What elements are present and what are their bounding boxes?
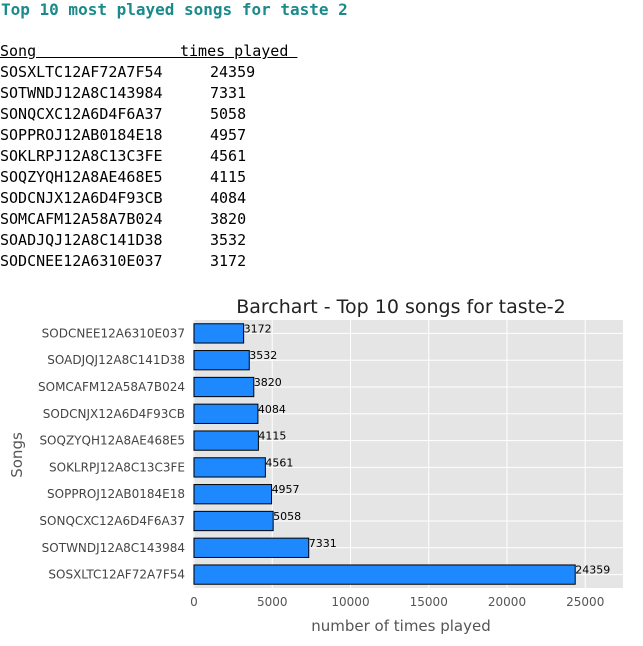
y-tick-label: SOSXLTC12AF72A7F54 <box>48 568 185 582</box>
song-id-cell: SOSXLTC12AF72A7F54 <box>0 63 163 81</box>
table-row: SOSXLTC12AF72A7F54 24359 <box>0 62 320 83</box>
data-label: 4115 <box>258 430 286 443</box>
table-row: SODCNJX12A6D4F93CB 4084 <box>0 188 320 209</box>
song-id-cell: SOKLRPJ12A8C13C3FE <box>0 147 163 165</box>
table-row: SODCNEE12A6310E037 3172 <box>0 251 320 272</box>
times-played-cell: 5058 <box>210 105 247 123</box>
times-played-cell: 4115 <box>210 168 247 186</box>
x-tick-label: 20000 <box>488 595 526 609</box>
data-label: 4084 <box>258 403 286 416</box>
bar <box>193 457 266 478</box>
song-id-cell: SODCNEE12A6310E037 <box>0 252 163 270</box>
table-header: Song times played <box>0 41 320 62</box>
table-row: SOTWNDJ12A8C143984 7331 <box>0 83 320 104</box>
column-header-times-played: times played <box>180 42 298 60</box>
song-id-cell: SOTWNDJ12A8C143984 <box>0 84 163 102</box>
y-tick-label: SODCNJX12A6D4F93CB <box>43 407 185 421</box>
data-label: 4561 <box>265 456 293 469</box>
data-label: 3172 <box>244 322 272 335</box>
bar <box>193 430 259 451</box>
times-played-cell: 4084 <box>210 189 247 207</box>
y-tick-label: SOADJQJ12A8C141D38 <box>47 353 185 367</box>
data-label: 24359 <box>575 564 610 577</box>
bar <box>193 484 273 505</box>
chart-title: Barchart - Top 10 songs for taste-2 <box>236 296 566 318</box>
column-header-song: Song <box>0 42 181 60</box>
y-tick-labels: SOSXLTC12AF72A7F54 SOTWNDJ12A8C143984 SONQ… <box>38 326 185 581</box>
song-id-cell: SONQCXC12A6D4F6A37 <box>0 105 163 123</box>
bar <box>193 376 255 398</box>
table-body: SOSXLTC12AF72A7F54 24359 SOTWNDJ12A8C14398… <box>0 62 320 272</box>
times-played-cell: 4957 <box>210 126 247 144</box>
bars <box>193 323 576 585</box>
x-tick-label: 10000 <box>331 595 369 609</box>
times-played-cell: 24359 <box>210 63 256 81</box>
song-id-cell: SODCNJX12A6D4F93CB <box>0 189 163 207</box>
times-played-cell: 3172 <box>210 252 247 270</box>
song-id-cell: SOADJQJ12A8C141D38 <box>0 231 163 249</box>
y-tick-label: SOPPROJ12AB0184E18 <box>47 487 185 501</box>
x-tick-label: 25000 <box>566 595 604 609</box>
table-row: SOQZYQH12A8AE468E5 4115 <box>0 167 320 188</box>
times-played-cell: 4561 <box>210 147 247 165</box>
bar <box>193 350 250 371</box>
y-tick-label: SOQZYQH12A8AE468E5 <box>39 434 185 448</box>
song-id-cell: SOMCAFM12A58A7B024 <box>0 210 163 228</box>
song-id-cell: SOPPROJ12AB0184E18 <box>0 126 163 144</box>
x-tick-label: 5000 <box>257 595 288 609</box>
x-tick-label: 15000 <box>410 595 448 609</box>
y-tick-label: SOKLRPJ12A8C13C3FE <box>49 460 185 474</box>
y-tick-label: SONQCXC12A6D4F6A37 <box>39 514 185 528</box>
data-label: 3532 <box>249 349 277 362</box>
data-label: 4957 <box>272 483 300 496</box>
x-axis-label: number of times played <box>311 617 491 635</box>
data-label: 5058 <box>273 510 301 523</box>
data-label: 7331 <box>309 537 337 550</box>
table-row: SOADJQJ12A8C141D38 3532 <box>0 230 320 251</box>
times-played-cell: 7331 <box>210 84 247 102</box>
data-labels: 24359 7331 5058 4957 4561 4115 4084 3820 3532 317… <box>244 322 611 576</box>
bar <box>193 323 245 344</box>
song-id-cell: SOQZYQH12A8AE468E5 <box>0 168 163 186</box>
x-tick-label: 0 <box>190 595 198 609</box>
bar <box>193 564 576 585</box>
table-row: SOKLRPJ12A8C13C3FE 4561 <box>0 146 320 167</box>
table-row: SONQCXC12A6D4F6A37 5058 <box>0 104 320 125</box>
page-title: Top 10 most played songs for taste 2 <box>1 0 348 19</box>
table-row: SOPPROJ12AB0184E18 4957 <box>0 125 320 146</box>
y-tick-label: SOTWNDJ12A8C143984 <box>42 541 185 555</box>
x-tick-labels: 0 5000 10000 15000 20000 25000 <box>190 595 604 609</box>
bar <box>193 537 310 558</box>
data-label: 3820 <box>254 376 282 389</box>
table-row: SOMCAFM12A58A7B024 3820 <box>0 209 320 230</box>
bar <box>193 403 259 424</box>
times-played-cell: 3820 <box>210 210 247 228</box>
bar <box>193 510 274 532</box>
y-axis-label: Songs <box>8 432 26 478</box>
times-played-cell: 3532 <box>210 231 247 249</box>
songs-table: Song times played SOSXLTC12AF72A7F54 2435… <box>0 41 320 272</box>
y-tick-label: SODCNEE12A6310E037 <box>42 326 185 340</box>
y-tick-label: SOMCAFM12A58A7B024 <box>38 380 185 394</box>
